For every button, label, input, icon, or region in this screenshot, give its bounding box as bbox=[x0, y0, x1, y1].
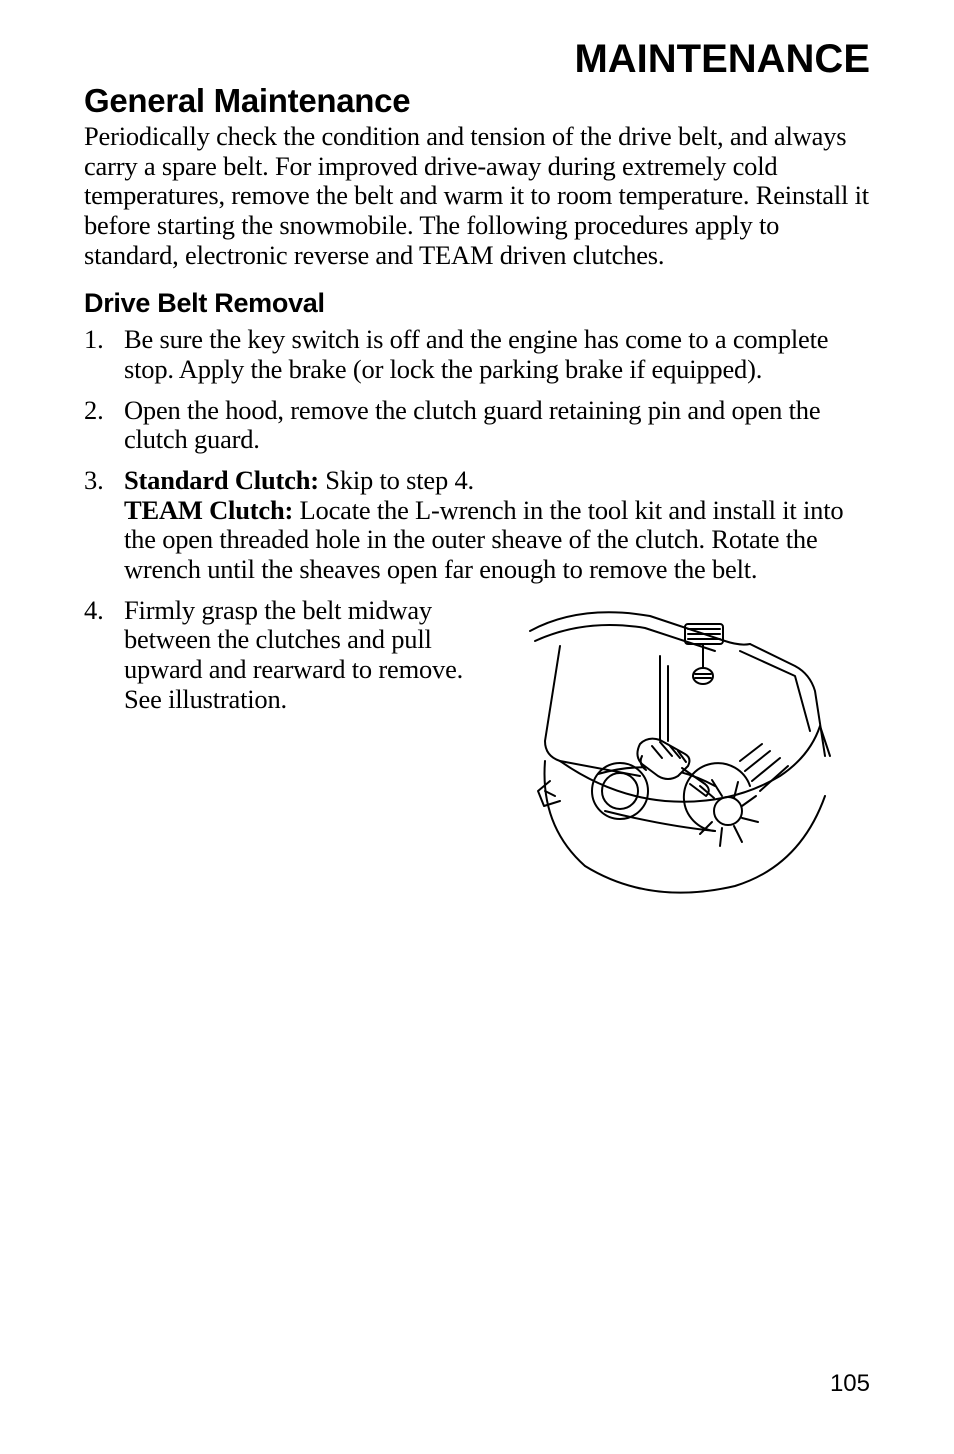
subsection-title: Drive Belt Removal bbox=[84, 288, 870, 319]
drive-belt-removal-illustration bbox=[490, 596, 870, 896]
step-1: Be sure the key switch is off and the en… bbox=[124, 325, 870, 384]
step-text: Firmly grasp the belt midway between the… bbox=[124, 596, 490, 715]
step-text-span: Firmly grasp the belt midway between the… bbox=[124, 595, 463, 714]
step-text-span: Skip to step 4. bbox=[319, 465, 474, 495]
step-label-bold: TEAM Clutch: bbox=[124, 495, 293, 525]
steps-list: Be sure the key switch is off and the en… bbox=[84, 325, 870, 895]
step-4: Firmly grasp the belt midway between the… bbox=[124, 596, 870, 896]
section-title: General Maintenance bbox=[84, 82, 870, 120]
chapter-title: MAINTENANCE bbox=[84, 37, 870, 82]
step-3: Standard Clutch: Skip to step 4. TEAM Clu… bbox=[124, 466, 870, 585]
step-text-span: Open the hood, remove the clutch guard r… bbox=[124, 395, 820, 455]
step-label-bold: Standard Clutch: bbox=[124, 465, 319, 495]
step-2: Open the hood, remove the clutch guard r… bbox=[124, 396, 870, 455]
page-number: 105 bbox=[830, 1370, 870, 1398]
intro-paragraph: Periodically check the condition and ten… bbox=[84, 122, 870, 270]
step-text-span: Be sure the key switch is off and the en… bbox=[124, 324, 828, 384]
